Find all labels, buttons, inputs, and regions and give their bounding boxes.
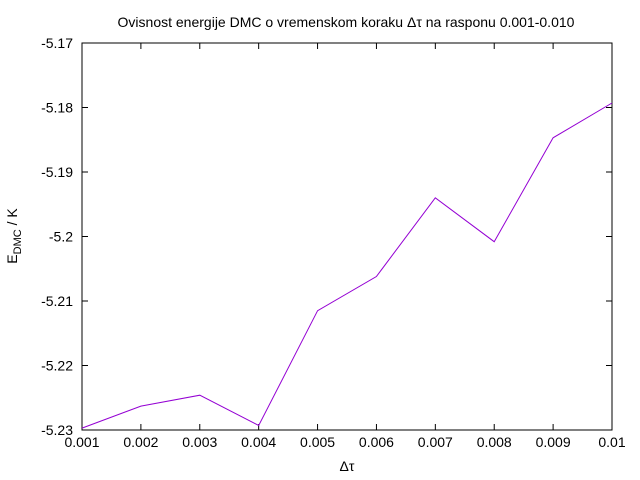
x-tick-label: 0.007 [418,434,453,450]
y-tick-label: -5.18 [41,100,73,116]
y-axis-label: EDMC / K [4,208,24,264]
x-tick-label: 0.008 [477,434,512,450]
y-tick-label: -5.22 [41,358,73,374]
x-tick-label: 0.01 [598,434,625,450]
plot-area-frame [81,42,613,431]
y-tick-label: -5.23 [41,422,73,438]
y-axis-label-subscript: DMC [12,229,24,254]
x-tick-label: 0.006 [359,434,394,450]
y-tick-label: -5.21 [41,293,73,309]
x-tick-label: 0.009 [536,434,571,450]
x-tick-label: 0.005 [300,434,335,450]
x-tick-label: 0.004 [241,434,276,450]
y-tick-label: -5.17 [41,35,73,51]
series-line [81,102,613,429]
y-tick-labels: -5.17 -5.18 -5.19 -5.2 -5.21 -5.22 -5.23 [41,35,73,438]
axis-ticks [81,42,613,431]
y-axis-label-unit: / K [4,208,20,230]
x-axis-label: Δτ [340,458,355,474]
x-tick-labels: 0.001 0.002 0.003 0.004 0.005 0.006 0.007 0.008… [64,434,625,450]
y-tick-label: -5.2 [49,229,73,245]
y-tick-label: -5.19 [41,164,73,180]
x-tick-label: 0.003 [182,434,217,450]
y-axis-label-main: E [4,254,20,263]
x-tick-label: 0.001 [64,434,99,450]
chart-title: Ovisnost energije DMC o vremenskom korak… [118,14,575,30]
x-tick-label: 0.002 [123,434,158,450]
